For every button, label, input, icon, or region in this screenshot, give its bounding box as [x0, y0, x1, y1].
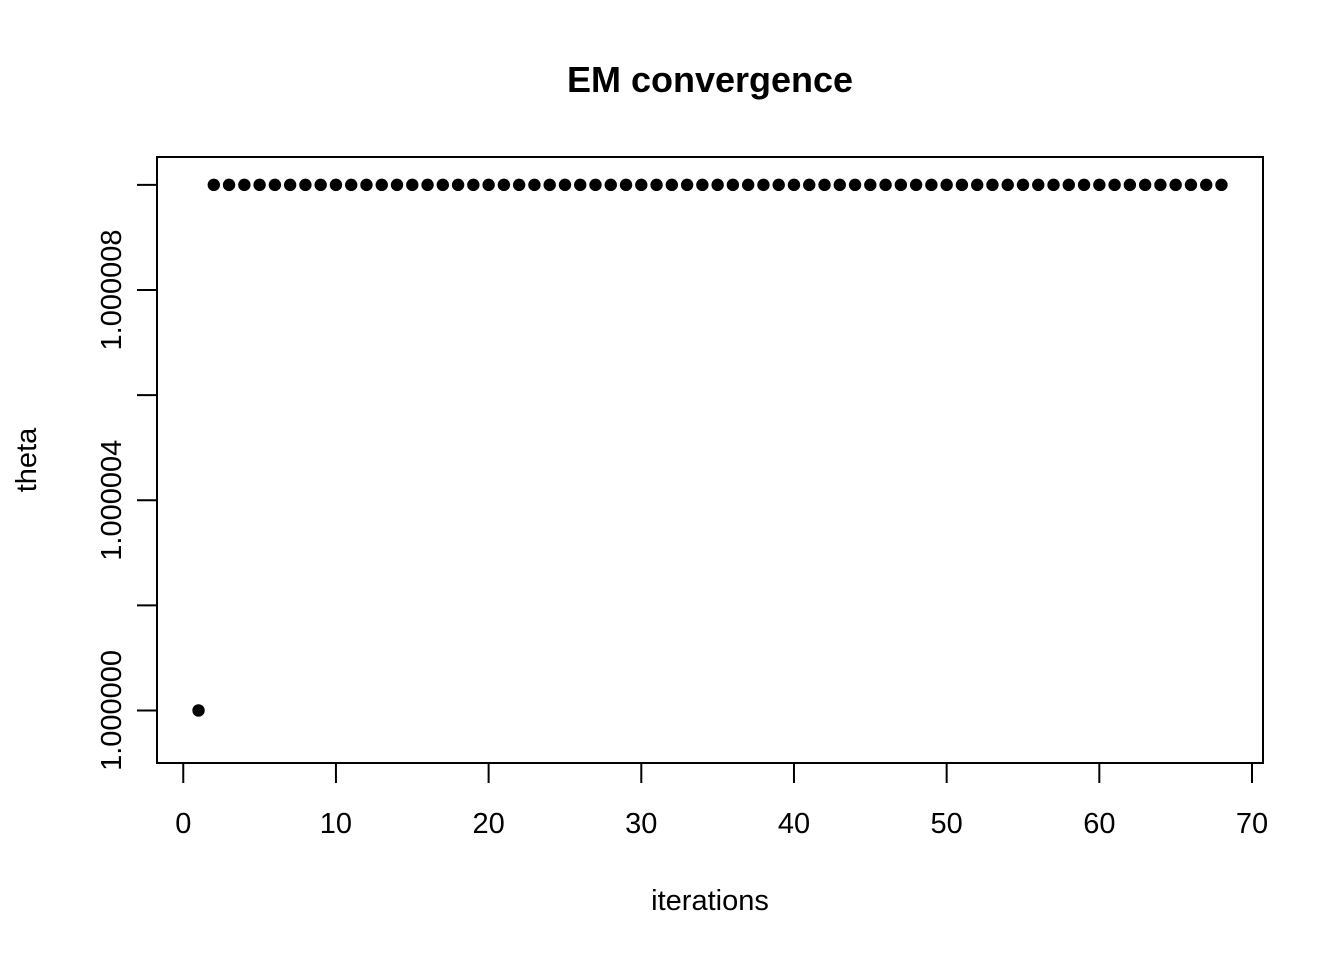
data-point: [299, 178, 312, 192]
data-point: [803, 178, 816, 192]
data-point: [757, 178, 770, 192]
data-point: [345, 178, 358, 192]
data-point: [665, 178, 679, 192]
data-point: [467, 178, 480, 192]
data-point: [192, 704, 205, 717]
data-point: [1138, 178, 1152, 192]
data-point: [1077, 178, 1091, 192]
x-tick-label: 70: [1236, 808, 1268, 840]
data-point: [543, 178, 556, 192]
x-axis: 0 10 20 30 40 50 60 70: [175, 762, 1268, 840]
x-tick-label: 40: [778, 808, 810, 840]
data-point: [1093, 178, 1106, 192]
data-point: [375, 178, 388, 192]
x-tick-label: 60: [1083, 808, 1115, 840]
data-point: [436, 178, 450, 192]
x-tick-label: 0: [175, 808, 191, 840]
data-point: [238, 178, 251, 192]
data-point: [283, 178, 297, 192]
data-point: [329, 178, 343, 192]
data-point: [986, 178, 999, 192]
data-point: [1123, 178, 1137, 192]
data-point: [680, 178, 694, 192]
data-point: [574, 178, 587, 192]
data-point: [909, 178, 923, 192]
data-point: [421, 178, 434, 192]
data-point: [1032, 178, 1045, 192]
y-axis: 1.000000 1.000004 1.000008: [96, 183, 158, 771]
data-point: [787, 178, 801, 192]
data-point: [207, 178, 220, 192]
data-point: [406, 178, 419, 192]
data-point: [558, 178, 572, 192]
data-point: [1062, 178, 1075, 192]
data-point: [1184, 178, 1198, 192]
points-layer: [192, 178, 1228, 717]
y-tick-label: 1.000004: [96, 440, 128, 561]
data-point: [818, 178, 831, 192]
data-point: [1154, 178, 1167, 192]
data-point: [1200, 178, 1213, 192]
data-point: [696, 178, 709, 192]
data-point: [528, 178, 541, 192]
data-point: [1215, 178, 1228, 192]
data-point: [268, 178, 282, 192]
data-point: [1001, 178, 1014, 192]
data-point: [360, 178, 373, 192]
data-point: [497, 178, 511, 192]
data-point: [604, 178, 617, 192]
x-tick-label: 10: [320, 808, 352, 840]
data-point: [879, 178, 892, 192]
data-point: [711, 178, 724, 192]
data-point: [1016, 178, 1030, 192]
x-tick-label: 20: [472, 808, 504, 840]
data-point: [1108, 178, 1121, 192]
data-point: [726, 178, 740, 192]
data-point: [482, 178, 495, 192]
x-tick-label: 30: [625, 808, 657, 840]
data-point: [848, 178, 862, 192]
data-point: [650, 178, 663, 192]
y-tick-label: 1.000008: [96, 229, 128, 350]
data-point: [589, 178, 602, 192]
data-point: [833, 178, 846, 192]
data-point: [619, 178, 633, 192]
data-point: [955, 178, 969, 192]
data-point: [1047, 178, 1060, 192]
data-point: [1169, 178, 1182, 192]
data-point: [314, 178, 327, 192]
data-point: [864, 178, 877, 192]
data-point: [253, 178, 266, 192]
data-point: [894, 178, 908, 192]
plot-frame: [156, 156, 1264, 764]
chart-title: EM convergence: [567, 59, 853, 100]
data-point: [925, 178, 938, 192]
data-point: [390, 178, 404, 192]
x-axis-label: iterations: [651, 885, 769, 917]
data-point: [970, 178, 984, 192]
data-point: [451, 178, 465, 192]
data-point: [222, 178, 236, 192]
data-point: [940, 178, 953, 192]
data-point: [772, 178, 785, 192]
y-tick-label: 1.000000: [96, 650, 128, 771]
data-point: [512, 178, 526, 192]
y-axis-label: theta: [11, 427, 43, 492]
x-tick-label: 50: [931, 808, 963, 840]
data-point: [635, 178, 648, 192]
data-point: [741, 178, 755, 192]
